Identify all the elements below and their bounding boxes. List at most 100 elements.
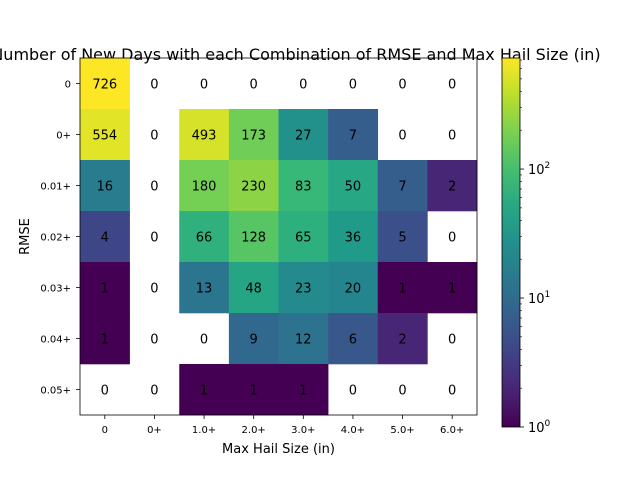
cell-value-label: 1 xyxy=(250,384,258,399)
heatmap-cell xyxy=(278,211,329,263)
cell-value-label: 5 xyxy=(398,231,406,246)
heatmap-cell xyxy=(377,313,428,365)
cell-value-label: 173 xyxy=(241,129,266,144)
heatmap-cell xyxy=(328,313,379,365)
heatmap-cell xyxy=(179,211,230,263)
heatmap-cell xyxy=(80,109,130,161)
cell-value-label: 0 xyxy=(448,384,456,399)
cell-value-label: 230 xyxy=(241,180,266,195)
cell-value-label: 0 xyxy=(150,282,158,297)
heatmap-cell xyxy=(179,109,230,161)
cell-value-label: 0 xyxy=(448,333,456,348)
y-tick-label: 0.01+ xyxy=(40,182,71,193)
heatmap-cell xyxy=(228,109,279,161)
heatmap-cell xyxy=(278,109,329,161)
chart-title: Number of New Days with each Combination… xyxy=(0,45,601,64)
cell-value-label: 1 xyxy=(398,282,406,297)
heatmap-cell xyxy=(278,160,329,212)
cell-value-label: 7 xyxy=(349,129,357,144)
heatmap-cell xyxy=(80,58,130,110)
cell-value-label: 1 xyxy=(101,333,109,348)
cell-value-label: 1 xyxy=(299,384,307,399)
cell-value-label: 0 xyxy=(150,129,158,144)
cell-value-label: 0 xyxy=(349,384,357,399)
cell-value-label: 48 xyxy=(245,282,262,297)
cell-value-label: 0 xyxy=(150,333,158,348)
y-tick-label: 0.05+ xyxy=(40,386,71,397)
heatmap-cell xyxy=(427,160,478,212)
cell-value-label: 2 xyxy=(398,333,406,348)
cell-value-label: 0 xyxy=(200,78,208,93)
x-tick-label: 3.0+ xyxy=(291,425,315,436)
heatmap-cell xyxy=(328,160,379,212)
heatmap-cell xyxy=(278,262,329,314)
heatmap-cell xyxy=(179,160,230,212)
cell-value-label: 0 xyxy=(398,384,406,399)
cell-value-label: 0 xyxy=(250,78,258,93)
heatmap-cell xyxy=(377,211,428,263)
cell-value-label: 0 xyxy=(150,384,158,399)
colorbar-frame xyxy=(501,57,521,428)
cell-value-label: 6 xyxy=(349,333,357,348)
y-axis-ticks: 0 0+ 0.01+ 0.02+ 0.03+ 0.04+ 0.05+ xyxy=(40,80,80,397)
cell-value-label: 0 xyxy=(398,78,406,93)
cell-value-label: 13 xyxy=(196,282,213,297)
cell-value-label: 0 xyxy=(101,384,109,399)
cell-value-label: 554 xyxy=(92,129,117,144)
heatmap-cell xyxy=(328,211,379,263)
cell-value-label: 0 xyxy=(448,231,456,246)
cell-value-label: 20 xyxy=(345,282,362,297)
heatmap-cell xyxy=(179,262,230,314)
heatmap-cell xyxy=(179,364,230,416)
cell-value-label: 0 xyxy=(349,78,357,93)
colorbar-tick-label: 102 xyxy=(528,161,550,178)
cell-value-label: 2 xyxy=(448,180,456,195)
x-tick-label: 6.0+ xyxy=(440,425,464,436)
x-tick-label: 1.0+ xyxy=(192,425,216,436)
heatmap-cell xyxy=(328,109,379,161)
cell-value-label: 0 xyxy=(448,129,456,144)
cell-value-label: 493 xyxy=(192,129,217,144)
cell-value-label: 1 xyxy=(101,282,109,297)
heatmap-cell xyxy=(228,313,279,365)
cell-value-label: 50 xyxy=(345,180,362,195)
heatmap-cell xyxy=(80,313,130,365)
y-axis-label: RMSE xyxy=(18,218,33,255)
heatmap-cell xyxy=(80,211,130,263)
y-tick-label: 0 xyxy=(65,80,71,91)
cell-value-label: 36 xyxy=(345,231,362,246)
heatmap-cell xyxy=(80,160,130,212)
x-axis-label: Max Hail Size (in) xyxy=(222,442,335,457)
heatmap-cell xyxy=(377,262,428,314)
colorbar-tick-label: 100 xyxy=(528,419,551,436)
cell-value-label: 0 xyxy=(448,78,456,93)
colorbar-tick-label: 101 xyxy=(528,290,550,307)
x-tick-label: 4.0+ xyxy=(341,425,365,436)
heatmap-cell xyxy=(328,262,379,314)
x-tick-label: 0 xyxy=(102,425,108,436)
heatmap-cell xyxy=(427,262,478,314)
cell-value-label: 27 xyxy=(295,129,312,144)
cell-value-label: 0 xyxy=(150,231,158,246)
cell-value-label: 0 xyxy=(150,180,158,195)
heatmap-cell xyxy=(278,313,329,365)
y-tick-label: 0+ xyxy=(56,131,71,142)
cell-value-label: 0 xyxy=(398,129,406,144)
cell-value-label: 726 xyxy=(92,78,117,93)
colorbar xyxy=(502,58,520,427)
x-tick-label: 2.0+ xyxy=(242,425,266,436)
cell-value-label: 180 xyxy=(192,180,217,195)
cell-value-label: 0 xyxy=(299,78,307,93)
x-tick-label: 0+ xyxy=(147,425,162,436)
x-tick-label: 5.0+ xyxy=(390,425,414,436)
heatmap-cell xyxy=(278,364,329,416)
heatmap-cell xyxy=(228,211,279,263)
colorbar-ticks: 100 101 102 xyxy=(520,59,551,436)
cell-value-label: 23 xyxy=(295,282,312,297)
x-axis-ticks: 0 0+ 1.0+ 2.0+ 3.0+ 4.0+ 5.0+ 6.0+ xyxy=(102,415,464,436)
cell-value-label: 9 xyxy=(250,333,258,348)
y-tick-label: 0.04+ xyxy=(40,335,71,346)
cell-value-label: 12 xyxy=(295,333,312,348)
